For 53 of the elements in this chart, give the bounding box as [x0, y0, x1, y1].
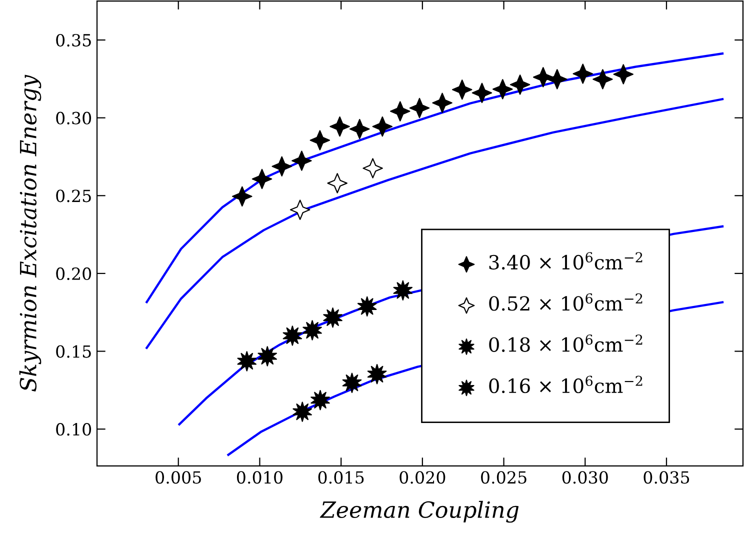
point	[302, 320, 322, 340]
point	[393, 280, 413, 301]
point	[409, 98, 430, 118]
point	[349, 118, 370, 140]
y-tick-label: 0.20	[56, 267, 92, 280]
point	[237, 351, 257, 372]
point	[592, 69, 613, 90]
x-tick-label: 0.035	[644, 471, 690, 484]
x-tick-label: 0.030	[562, 471, 608, 484]
point	[357, 296, 377, 317]
point	[323, 308, 342, 328]
point	[272, 156, 292, 176]
point	[432, 92, 452, 114]
point	[390, 101, 410, 122]
x-tick-label: 0.010	[236, 471, 282, 484]
point	[492, 79, 513, 100]
point	[330, 116, 350, 137]
point	[232, 186, 252, 207]
point	[292, 150, 312, 171]
point	[258, 346, 278, 366]
point	[367, 364, 387, 384]
point	[613, 64, 634, 84]
point	[252, 168, 272, 190]
point	[310, 130, 330, 150]
y-axis-title: Skyrmion Excitation Energy	[19, 74, 42, 392]
point	[452, 80, 472, 100]
point	[342, 372, 362, 393]
legend-label: 0.52 × 10$^{6}$cm$^{−2}$	[489, 293, 642, 311]
x-tick-label: 0.020	[400, 471, 446, 484]
point	[327, 173, 348, 194]
x-axis-title: Zeeman Coupling	[320, 500, 519, 523]
x-tick-label: 0.005	[156, 471, 201, 484]
point	[372, 116, 393, 137]
point	[572, 64, 593, 84]
point	[292, 402, 312, 422]
x-tick-label: 0.025	[481, 471, 526, 484]
y-tick-label: 0.10	[56, 423, 92, 436]
y-tick-label: 0.30	[56, 112, 92, 124]
y-tick-label: 0.15	[56, 345, 91, 358]
x-tick-label: 0.015	[318, 471, 364, 484]
point	[290, 200, 310, 220]
y-tick-label: 0.35	[56, 34, 91, 47]
point	[510, 74, 530, 95]
legend-label: 0.16 × 10$^{6}$cm$^{−2}$	[489, 376, 642, 394]
point	[362, 158, 383, 178]
y-tick-label: 0.25	[56, 190, 91, 202]
point	[547, 69, 568, 90]
point	[472, 82, 492, 104]
point	[533, 67, 554, 88]
point	[282, 326, 302, 346]
point	[310, 390, 330, 410]
legend-label: 3.40 × 10$^{6}$cm$^{−2}$	[489, 252, 642, 270]
legend-label: 0.18 × 10$^{6}$cm$^{−2}$	[489, 334, 642, 352]
